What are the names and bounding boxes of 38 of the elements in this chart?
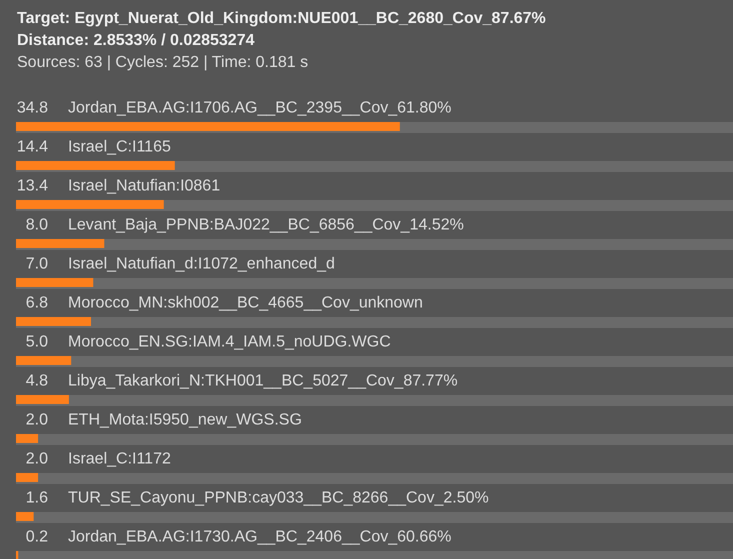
y-tick-label: Israel_Natufian_d:I1072_enhanced_d: [68, 256, 335, 272]
data-label: 7.0: [26, 256, 48, 272]
data-label: 1.6: [26, 490, 48, 506]
chart-subtitle: Distance: 2.8533% / 0.02853274: [17, 31, 256, 51]
bar: [16, 395, 69, 404]
y-tick-label: Israel_Natufian:I0861: [68, 178, 220, 194]
y-tick-label: Libya_Takarkori_N:TKH001__BC_5027__Cov_87.77%: [68, 372, 458, 390]
data-label: 13.4: [16, 178, 48, 194]
y-tick-label: Jordan_EBA.AG:I1706.AG__BC_2395__Cov_61.80%: [68, 100, 452, 116]
bar: [16, 512, 34, 521]
bar: [16, 317, 92, 326]
y-tick-label: Jordan_EBA.AG:I1730.AG__BC_2406__Cov_60.66%: [68, 528, 452, 546]
data-label: 2.0: [26, 412, 48, 428]
y-tick-label: ETH_Mota:I5950_new_WGS.SG: [68, 412, 302, 428]
data-label: 4.8: [26, 372, 48, 390]
bar: [16, 434, 38, 443]
bar: [16, 356, 72, 365]
data-label: 34.8: [16, 100, 48, 116]
source-note: Sources: 63 | Cycles: 252 | Time: 0.181 s: [17, 53, 310, 73]
y-tick-label: Morocco_MN:skh002__BC_4665__Cov_unknown: [68, 294, 423, 312]
chart-title: Target: Egypt_Nuerat_Old_Kingdom:NUE001__BC_2680_Cov_87.67%: [17, 9, 546, 29]
bar: [16, 239, 104, 248]
data-label: 8.0: [26, 216, 48, 234]
data-label: 0.2: [26, 528, 48, 546]
data-label: 6.8: [26, 294, 48, 312]
bar: [16, 161, 175, 170]
bar: [16, 278, 94, 287]
bar: [16, 200, 164, 209]
y-tick-label: Israel_C:I1172: [68, 450, 171, 468]
data-label: 2.0: [26, 450, 48, 468]
bar: [16, 473, 38, 482]
y-tick-label: Levant_Baja_PPNB:BAJ022__BC_6856__Cov_14.52%: [68, 216, 464, 234]
y-tick-label: Israel_C:I1165: [68, 138, 171, 156]
data-label: 5.0: [26, 334, 48, 350]
y-tick-label: TUR_SE_Cayonu_PPNB:cay033__BC_8266__Cov_2.50%: [68, 490, 489, 506]
data-label: 14.4: [16, 138, 48, 156]
y-tick-label: Morocco_EN.SG:IAM.4_IAM.5_noUDG.WGC: [68, 334, 391, 350]
bar: [16, 122, 400, 131]
